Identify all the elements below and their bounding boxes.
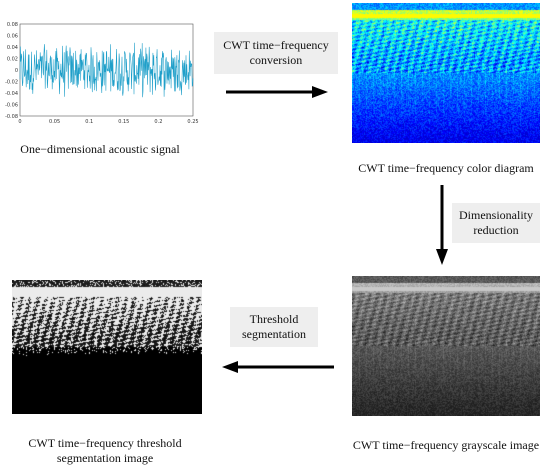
cwt-conversion-step-box: CWT time−frequency conversion bbox=[214, 32, 338, 74]
y-tick-label: -0.02 bbox=[5, 80, 18, 86]
cwt-threshold-image bbox=[12, 280, 202, 414]
y-axis-ticks: 0.08 0.06 0.04 0.02 0 -0.02 -0.04 -0.06 -0.08 bbox=[5, 22, 18, 120]
step-label-line2: conversion bbox=[249, 53, 303, 67]
threshold-caption-line1: CWT time−frequency threshold bbox=[28, 436, 182, 450]
x-tick-label: 0 bbox=[18, 119, 21, 125]
step-label-line2: segmentation bbox=[242, 327, 306, 341]
y-tick-label: -0.08 bbox=[5, 114, 18, 120]
y-tick-label: -0.04 bbox=[5, 91, 18, 97]
left-arrow bbox=[222, 361, 334, 373]
grayscale-caption: CWT time−frequency grayscale image bbox=[352, 438, 540, 452]
y-tick-label: -0.06 bbox=[5, 103, 18, 109]
cwt-grayscale-image bbox=[352, 276, 540, 416]
step-label-line1: CWT time−frequency bbox=[223, 38, 329, 52]
cwt-color-image bbox=[352, 3, 540, 143]
y-tick-label: 0.06 bbox=[7, 34, 18, 40]
step-label-line2: reduction bbox=[473, 223, 519, 237]
x-tick-label: 0.15 bbox=[118, 119, 129, 125]
threshold-caption-line2: segmentation image bbox=[56, 451, 154, 465]
step-label-line1: Threshold bbox=[249, 312, 299, 326]
signal-waveform bbox=[19, 42, 194, 98]
x-tick-label: 0.05 bbox=[49, 119, 60, 125]
right-arrow bbox=[226, 86, 328, 98]
cwt-color-diagram bbox=[352, 3, 540, 143]
signal-caption: One−dimensional acoustic signal bbox=[20, 142, 180, 156]
x-tick-label: 0.2 bbox=[154, 119, 162, 125]
dim-reduction-step-box: Dimensionality reduction bbox=[452, 203, 540, 243]
threshold-caption: CWT time−frequency threshold segmentatio… bbox=[0, 436, 210, 466]
y-tick-label: 0.02 bbox=[7, 57, 18, 63]
x-tick-label: 0.1 bbox=[85, 119, 93, 125]
down-arrow bbox=[436, 185, 448, 265]
cwt-grayscale-image-panel bbox=[352, 276, 540, 416]
y-tick-label: 0 bbox=[15, 68, 18, 74]
threshold-step-box: Threshold segmentation bbox=[230, 307, 318, 347]
cwt-threshold-image-panel bbox=[12, 280, 202, 414]
y-tick-label: 0.08 bbox=[7, 22, 18, 28]
step-label-line1: Dimensionality bbox=[459, 208, 533, 222]
x-axis-ticks: 0 0.05 0.1 0.15 0.2 0.25 bbox=[18, 119, 198, 125]
y-tick-label: 0.04 bbox=[7, 45, 18, 51]
color-caption: CWT time−frequency color diagram bbox=[358, 161, 534, 175]
x-tick-label: 0.25 bbox=[187, 119, 198, 125]
